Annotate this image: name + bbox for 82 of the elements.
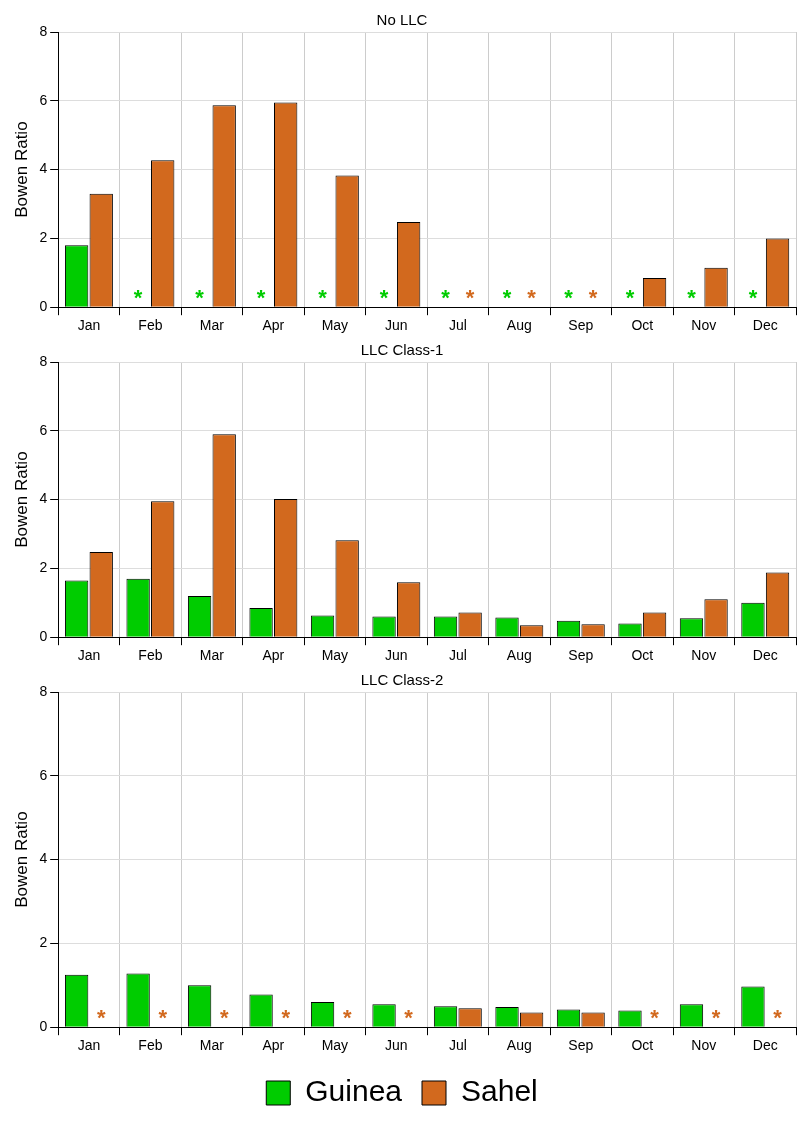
- x-tick-label: Jan: [77, 647, 101, 664]
- x-tick-label: Jan: [77, 317, 101, 334]
- x-tick-label: Jun: [385, 317, 408, 334]
- x-tick-label: Apr: [262, 647, 285, 664]
- x-tick-label: Sep: [568, 1037, 594, 1054]
- annotation: *: [342, 1005, 352, 1031]
- x-tick-label: Jul: [448, 647, 467, 664]
- y-tick-label: 8: [39, 682, 48, 699]
- annotation: *: [379, 285, 389, 311]
- annotation: *: [502, 285, 512, 311]
- x-tick-label: Oct: [631, 1037, 654, 1054]
- x-tick-label: May: [321, 317, 349, 334]
- x-tick-label: Nov: [691, 1037, 717, 1054]
- annotation: *: [256, 285, 266, 311]
- annotation: *: [773, 1005, 783, 1031]
- annotation: *: [195, 285, 205, 311]
- x-tick-label: Apr: [262, 1037, 285, 1054]
- x-tick-label: Nov: [691, 647, 717, 664]
- x-tick-label: Aug: [506, 647, 532, 664]
- chart-title: No LLC: [376, 11, 428, 29]
- y-tick-label: 6: [39, 421, 48, 438]
- annotation: *: [527, 285, 537, 311]
- annotation: *: [650, 1005, 660, 1031]
- annotation: *: [158, 1005, 168, 1031]
- x-tick-label: Aug: [506, 317, 532, 334]
- y-tick-label: 6: [39, 91, 48, 108]
- y-tick-label: 8: [39, 22, 48, 39]
- x-tick-label: Jan: [77, 1037, 101, 1054]
- x-tick-label: Feb: [138, 317, 163, 334]
- x-tick-label: Sep: [568, 647, 594, 664]
- x-tick-label: Feb: [138, 647, 163, 664]
- x-tick-label: Mar: [199, 1037, 225, 1054]
- annotation: *: [564, 285, 574, 311]
- y-tick-label: 6: [39, 766, 48, 783]
- annotation: *: [441, 285, 451, 311]
- y-tick-label: 4: [39, 160, 48, 177]
- x-tick-label: Sep: [568, 317, 594, 334]
- chart-title: LLC Class-1: [360, 341, 444, 359]
- annotation: *: [711, 1005, 721, 1031]
- x-tick-label: Jul: [448, 1037, 467, 1054]
- annotation: *: [318, 285, 328, 311]
- x-tick-label: Oct: [631, 317, 654, 334]
- x-tick-label: Oct: [631, 647, 654, 664]
- x-tick-label: Mar: [199, 317, 225, 334]
- x-tick-label: Feb: [138, 1037, 163, 1054]
- y-axis-title: Bowen Ratio: [11, 811, 31, 908]
- y-tick-label: 0: [39, 628, 48, 645]
- annotation: *: [281, 1005, 291, 1031]
- y-tick-label: 0: [39, 1018, 48, 1035]
- annotation: *: [748, 285, 758, 311]
- x-tick-label: May: [321, 1037, 349, 1054]
- y-tick-label: 2: [39, 229, 48, 246]
- legend-label: Sahel: [461, 1074, 538, 1108]
- y-tick-label: 2: [39, 934, 48, 951]
- annotation: *: [219, 1005, 229, 1031]
- x-tick-label: Dec: [752, 1037, 778, 1054]
- annotation: *: [404, 1005, 414, 1031]
- y-tick-label: 0: [39, 298, 48, 315]
- annotation: *: [465, 285, 475, 311]
- annotation: *: [96, 1005, 106, 1031]
- annotation: *: [687, 285, 697, 311]
- x-tick-label: Jun: [385, 1037, 408, 1054]
- x-tick-label: Aug: [506, 1037, 532, 1054]
- x-tick-label: Mar: [199, 647, 225, 664]
- chart-title: LLC Class-2: [360, 671, 444, 689]
- legend-label: Guinea: [305, 1074, 403, 1108]
- x-tick-label: Nov: [691, 317, 717, 334]
- x-tick-label: May: [321, 647, 349, 664]
- annotation: *: [625, 285, 635, 311]
- y-tick-label: 8: [39, 352, 48, 369]
- annotation: *: [133, 285, 143, 311]
- y-axis-title: Bowen Ratio: [11, 451, 31, 548]
- x-tick-label: Jun: [385, 647, 408, 664]
- x-tick-label: Dec: [752, 317, 778, 334]
- x-tick-label: Apr: [262, 317, 285, 334]
- y-tick-label: 2: [39, 559, 48, 576]
- x-tick-label: Dec: [752, 647, 778, 664]
- y-tick-label: 4: [39, 490, 48, 507]
- y-tick-label: 4: [39, 850, 48, 867]
- annotation: *: [588, 285, 598, 311]
- y-axis-title: Bowen Ratio: [11, 121, 31, 218]
- x-tick-label: Jul: [448, 317, 467, 334]
